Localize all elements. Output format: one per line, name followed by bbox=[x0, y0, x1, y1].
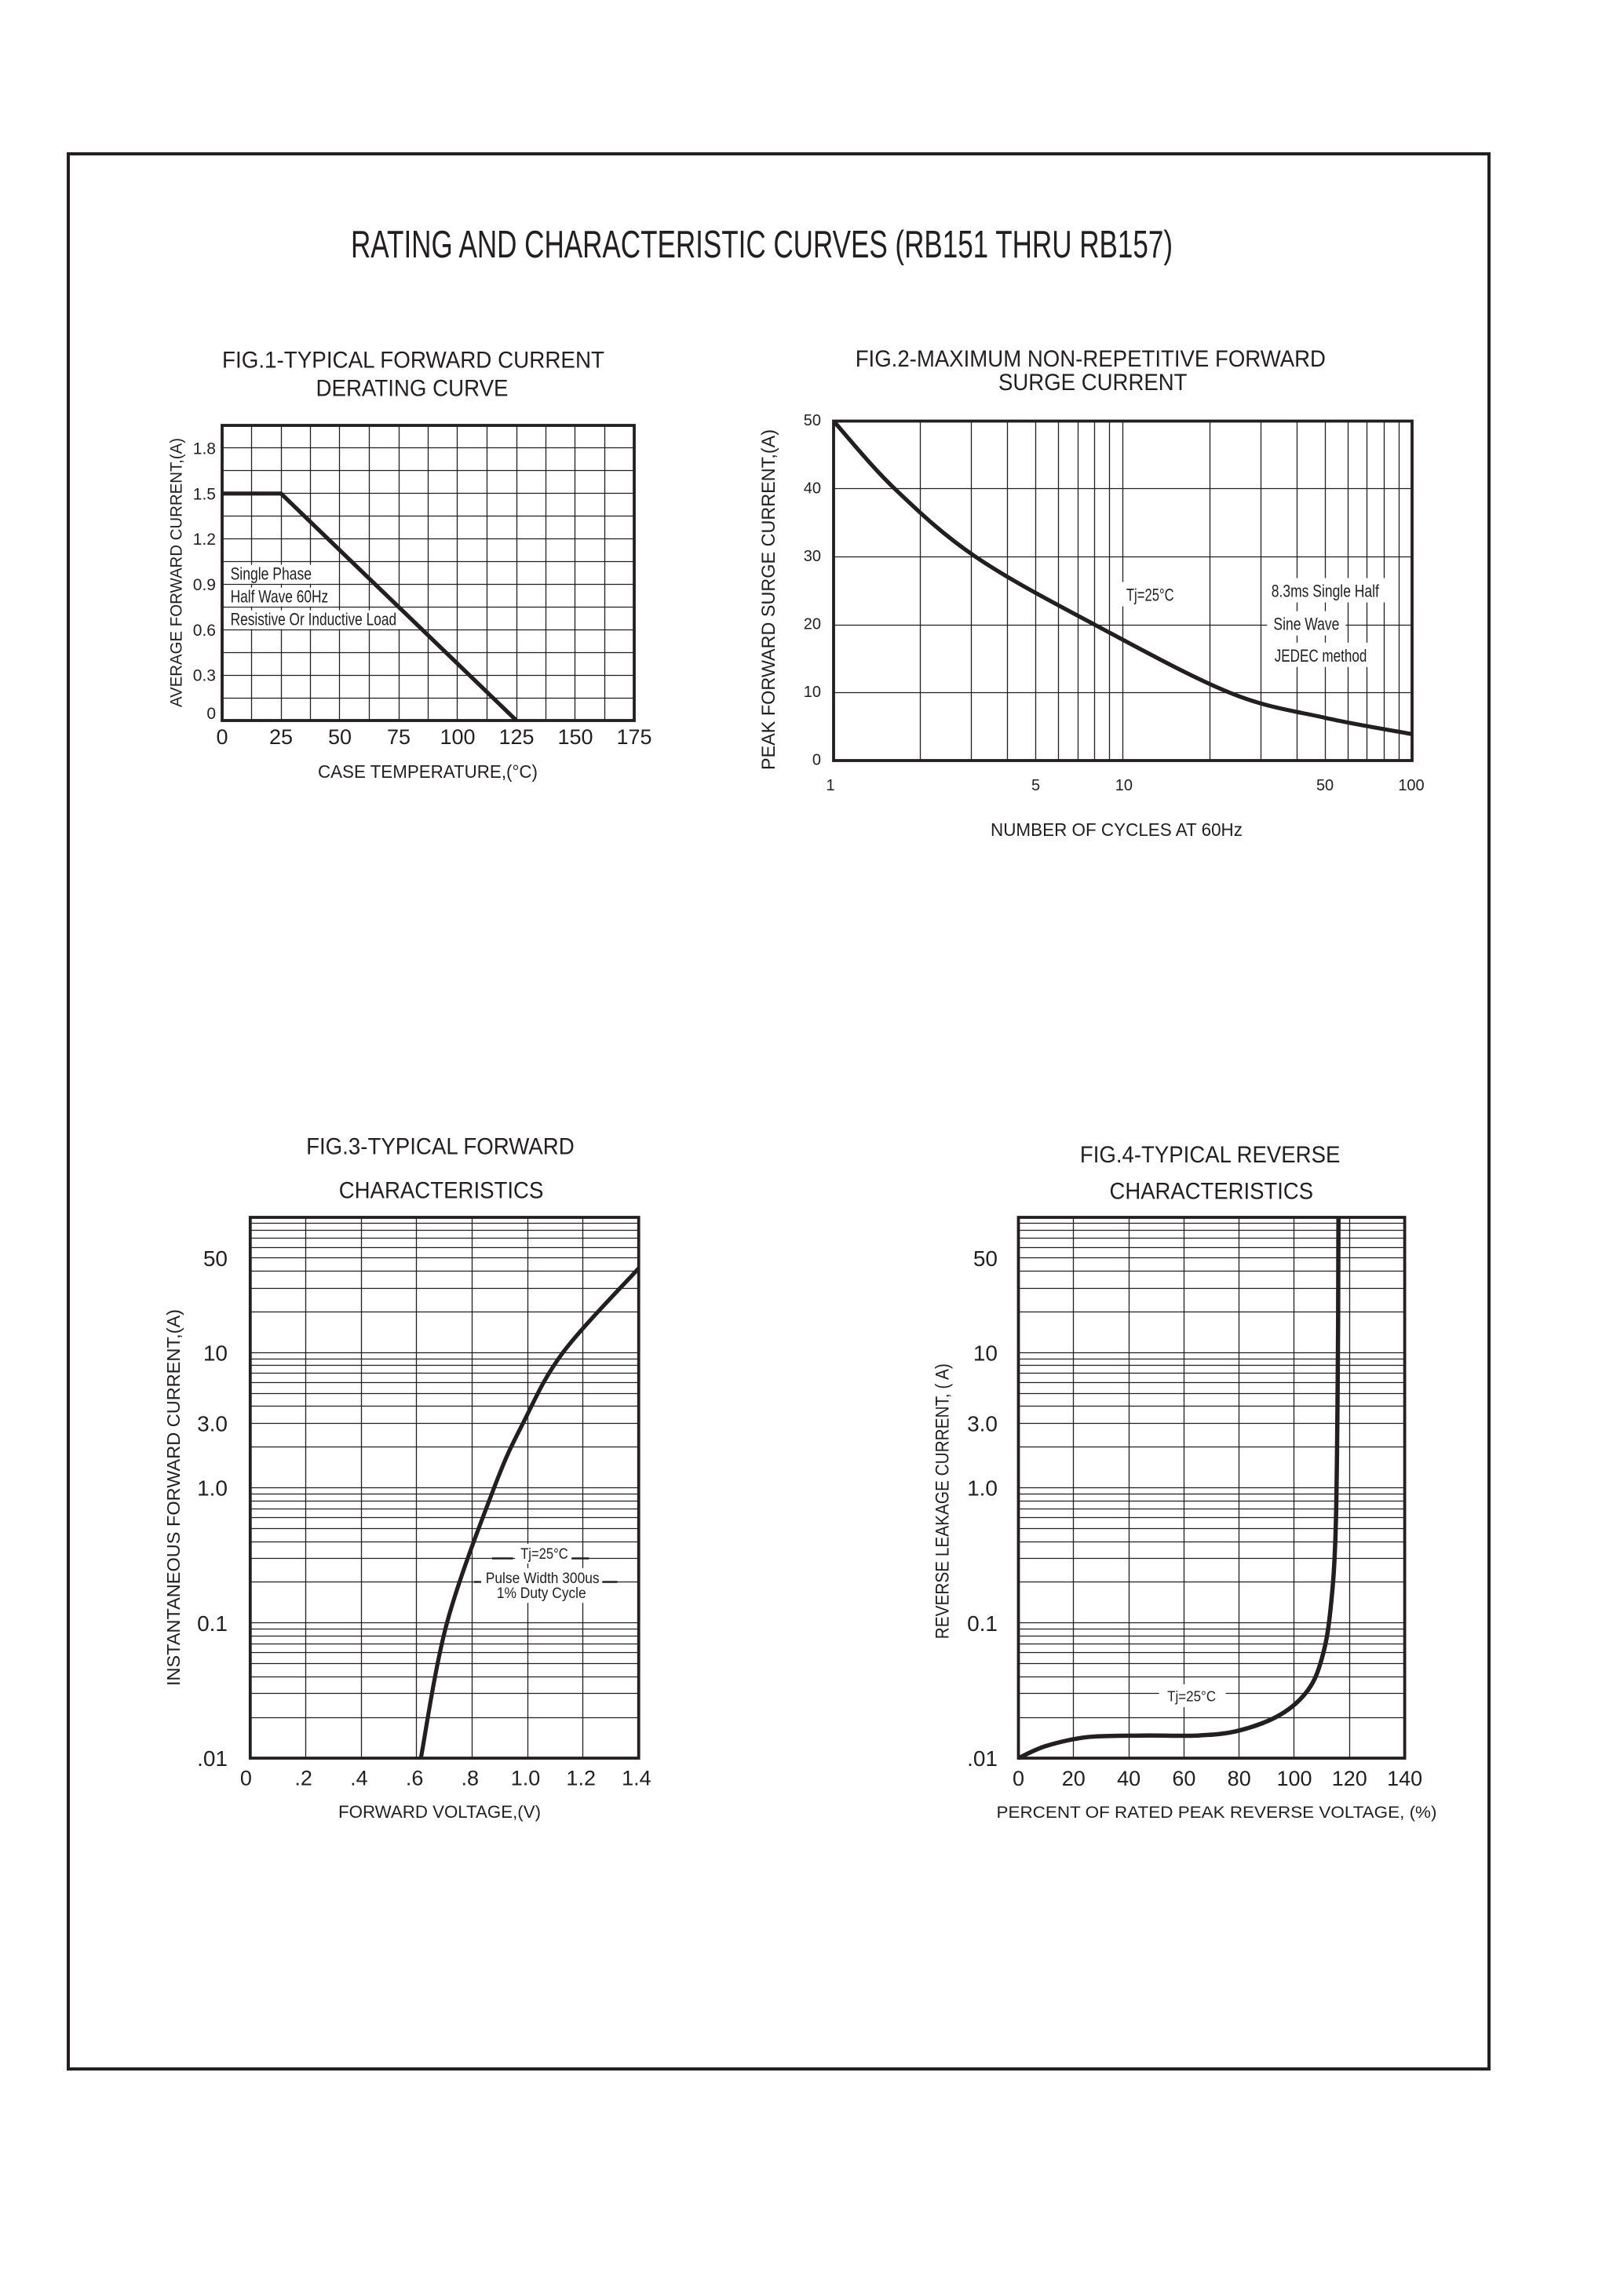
svg-text:Tj=25°C: Tj=25°C bbox=[520, 1546, 568, 1563]
svg-text:1.5: 1.5 bbox=[193, 485, 216, 503]
svg-text:0.1: 0.1 bbox=[967, 1611, 998, 1636]
svg-text:1.4: 1.4 bbox=[622, 1767, 651, 1790]
svg-text:30: 30 bbox=[804, 548, 821, 565]
svg-text:75: 75 bbox=[387, 725, 411, 749]
svg-text:Single Phase: Single Phase bbox=[231, 564, 312, 584]
svg-text:40: 40 bbox=[804, 480, 821, 498]
svg-text:.4: .4 bbox=[350, 1767, 368, 1790]
svg-text:JEDEC method: JEDEC method bbox=[1275, 646, 1367, 666]
svg-text:1.2: 1.2 bbox=[566, 1767, 596, 1790]
svg-text:.8: .8 bbox=[462, 1767, 480, 1790]
svg-text:FIG.3-TYPICAL FORWARD: FIG.3-TYPICAL FORWARD bbox=[306, 1133, 575, 1159]
svg-text:.6: .6 bbox=[406, 1767, 424, 1790]
svg-text:Sine Wave: Sine Wave bbox=[1273, 615, 1339, 634]
svg-text:10: 10 bbox=[203, 1341, 228, 1365]
svg-text:0: 0 bbox=[216, 725, 228, 749]
svg-text:1.0: 1.0 bbox=[967, 1476, 998, 1501]
svg-text:5: 5 bbox=[1031, 777, 1040, 794]
svg-text:1.0: 1.0 bbox=[511, 1767, 541, 1790]
svg-text:140: 140 bbox=[1387, 1767, 1422, 1790]
svg-text:0.6: 0.6 bbox=[193, 622, 216, 640]
svg-text:80: 80 bbox=[1228, 1767, 1251, 1790]
svg-text:125: 125 bbox=[498, 725, 534, 749]
svg-text:FIG.2-MAXIMUM NON-REPETITIVE F: FIG.2-MAXIMUM NON-REPETITIVE FORWARD bbox=[856, 346, 1326, 372]
svg-text:40: 40 bbox=[1117, 1767, 1140, 1790]
svg-text:0: 0 bbox=[240, 1767, 252, 1790]
svg-text:10: 10 bbox=[804, 684, 821, 701]
svg-text:100: 100 bbox=[1276, 1767, 1312, 1790]
svg-text:0.1: 0.1 bbox=[197, 1611, 228, 1636]
svg-text:CASE TEMPERATURE,(°C): CASE TEMPERATURE,(°C) bbox=[318, 761, 538, 782]
svg-text:PERCENT OF RATED PEAK REVERSE: PERCENT OF RATED PEAK REVERSE VOLTAGE, (… bbox=[997, 1804, 1437, 1822]
svg-text:1.0: 1.0 bbox=[197, 1476, 228, 1501]
svg-text:.2: .2 bbox=[294, 1767, 312, 1790]
svg-text:60: 60 bbox=[1172, 1767, 1195, 1790]
svg-text:1% Duty Cycle: 1% Duty Cycle bbox=[497, 1585, 586, 1602]
svg-text:CHARACTERISTICS: CHARACTERISTICS bbox=[1110, 1179, 1314, 1205]
svg-text:FIG.1-TYPICAL FORWARD CURRENT: FIG.1-TYPICAL FORWARD CURRENT bbox=[222, 347, 604, 373]
svg-text:Half Wave 60Hz: Half Wave 60Hz bbox=[231, 587, 329, 607]
svg-text:20: 20 bbox=[1062, 1767, 1086, 1790]
svg-text:DERATING CURVE: DERATING CURVE bbox=[316, 375, 509, 401]
svg-text:Tj=25°C: Tj=25°C bbox=[1167, 1688, 1216, 1705]
svg-text:150: 150 bbox=[557, 725, 593, 749]
svg-text:1: 1 bbox=[826, 777, 834, 794]
svg-text:3.0: 3.0 bbox=[967, 1411, 998, 1436]
svg-text:50: 50 bbox=[328, 725, 352, 749]
svg-text:FIG.4-TYPICAL REVERSE: FIG.4-TYPICAL REVERSE bbox=[1080, 1142, 1341, 1168]
svg-text:0.3: 0.3 bbox=[193, 667, 216, 685]
svg-text:100: 100 bbox=[440, 725, 475, 749]
svg-text:INSTANTANEOUS FORWARD CURRENT,: INSTANTANEOUS FORWARD CURRENT,(A) bbox=[163, 1309, 184, 1686]
svg-text:REVERSE LEAKAGE CURRENT, ( A): REVERSE LEAKAGE CURRENT, ( A) bbox=[932, 1363, 954, 1639]
svg-text:0: 0 bbox=[1013, 1767, 1024, 1790]
svg-text:1.8: 1.8 bbox=[193, 440, 216, 458]
svg-text:100: 100 bbox=[1398, 777, 1424, 794]
svg-text:.01: .01 bbox=[967, 1746, 998, 1771]
svg-text:RATING AND CHARACTERISTIC CURV: RATING AND CHARACTERISTIC CURVES (RB151 … bbox=[351, 224, 1173, 266]
svg-text:FORWARD VOLTAGE,(V): FORWARD VOLTAGE,(V) bbox=[338, 1802, 541, 1822]
svg-text:1.2: 1.2 bbox=[193, 531, 216, 549]
svg-text:AVERAGE FORWARD CURRENT,(A): AVERAGE FORWARD CURRENT,(A) bbox=[168, 438, 186, 707]
svg-text:50: 50 bbox=[973, 1246, 998, 1271]
svg-text:50: 50 bbox=[203, 1246, 228, 1271]
svg-text:PEAK FORWARD SURGE CURRENT,(A): PEAK FORWARD SURGE CURRENT,(A) bbox=[758, 429, 779, 770]
svg-text:10: 10 bbox=[1115, 777, 1133, 794]
svg-text:10: 10 bbox=[973, 1341, 998, 1365]
svg-text:50: 50 bbox=[1316, 777, 1334, 794]
svg-text:.01: .01 bbox=[197, 1746, 228, 1771]
svg-text:8.3ms Single Half: 8.3ms Single Half bbox=[1272, 582, 1380, 601]
svg-text:175: 175 bbox=[616, 725, 651, 749]
svg-text:25: 25 bbox=[269, 725, 293, 749]
svg-text:Tj=25°C: Tj=25°C bbox=[1126, 586, 1174, 605]
svg-text:0.9: 0.9 bbox=[193, 576, 216, 594]
svg-text:120: 120 bbox=[1332, 1767, 1367, 1790]
svg-text:Resistive Or Inductive Load: Resistive Or Inductive Load bbox=[231, 610, 397, 629]
svg-text:3.0: 3.0 bbox=[197, 1411, 228, 1436]
svg-text:Pulse Width 300us: Pulse Width 300us bbox=[486, 1571, 600, 1587]
svg-text:0: 0 bbox=[206, 705, 216, 723]
svg-text:0: 0 bbox=[812, 752, 821, 769]
svg-text:SURGE CURRENT: SURGE CURRENT bbox=[998, 370, 1188, 396]
svg-text:NUMBER OF CYCLES AT 60Hz: NUMBER OF CYCLES AT 60Hz bbox=[991, 819, 1243, 840]
svg-text:20: 20 bbox=[804, 616, 821, 633]
svg-text:CHARACTERISTICS: CHARACTERISTICS bbox=[339, 1178, 544, 1204]
svg-text:50: 50 bbox=[804, 412, 821, 429]
